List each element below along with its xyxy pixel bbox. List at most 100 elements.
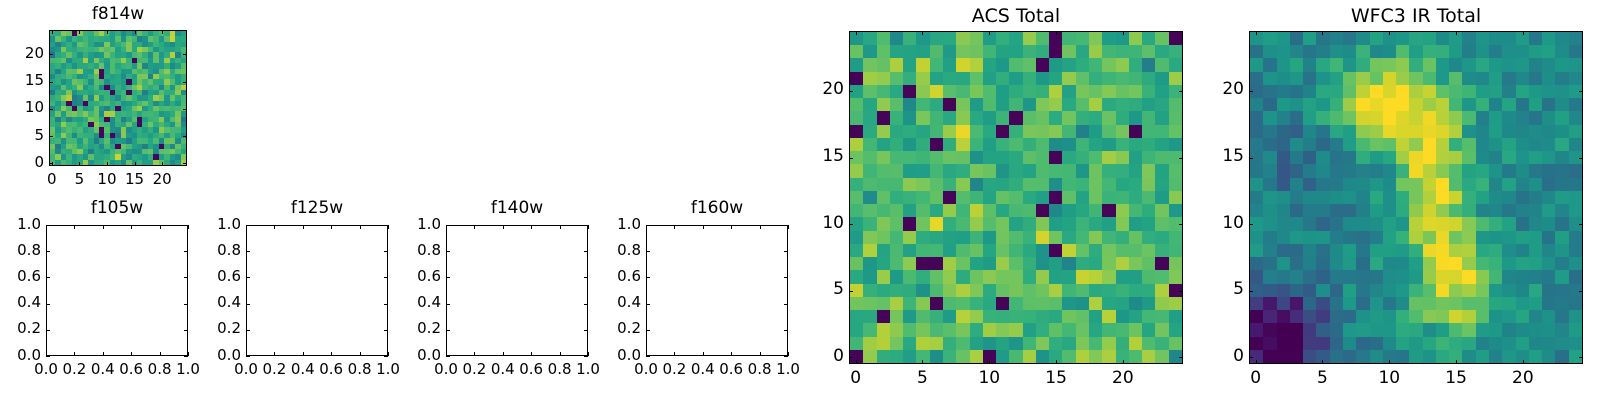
heatmap-cell xyxy=(1075,204,1090,218)
heatmap-cell xyxy=(1289,349,1304,363)
heatmap-cell xyxy=(1568,310,1582,324)
y-tick-mark-right xyxy=(1179,158,1183,159)
heatmap-cell xyxy=(1049,32,1063,46)
heatmap-cell xyxy=(903,336,917,350)
heatmap-cell xyxy=(98,106,105,112)
heatmap-cell xyxy=(1409,45,1423,59)
heatmap-cell xyxy=(850,124,864,138)
heatmap-cell xyxy=(1115,124,1129,138)
heatmap-cell xyxy=(1356,164,1370,178)
heatmap-cell xyxy=(1422,296,1436,311)
heatmap-cell xyxy=(850,98,864,112)
heatmap-cell xyxy=(142,79,148,85)
heatmap-cell xyxy=(969,98,983,112)
heatmap-cell xyxy=(1369,310,1383,324)
heatmap-cell xyxy=(1342,32,1357,46)
heatmap-cell xyxy=(1089,137,1103,152)
heatmap-cell xyxy=(104,111,110,117)
heatmap-cell xyxy=(55,57,61,64)
heatmap-cell xyxy=(1342,164,1357,178)
heatmap-cell xyxy=(137,52,143,58)
heatmap-cell xyxy=(98,143,105,149)
heatmap-cell xyxy=(903,137,917,152)
heatmap-cell xyxy=(1089,190,1103,205)
heatmap-cell xyxy=(903,270,917,284)
heatmap-cell xyxy=(1316,296,1330,311)
heatmap-cell xyxy=(1035,151,1050,165)
heatmap-cell xyxy=(60,127,67,133)
heatmap-cell xyxy=(1356,32,1370,46)
heatmap-cell xyxy=(1342,217,1357,231)
heatmap-cell xyxy=(1329,32,1343,46)
heatmap-cell xyxy=(1475,177,1490,191)
heatmap-cell xyxy=(175,52,181,58)
heatmap-cell xyxy=(137,106,143,112)
heatmap-cell xyxy=(1356,98,1370,112)
heatmap-cell xyxy=(1276,283,1290,297)
heatmap-cell xyxy=(131,159,138,165)
heatmap-cell xyxy=(1155,71,1169,85)
heatmap-cell xyxy=(1168,177,1182,191)
y-tick-mark xyxy=(49,54,53,55)
heatmap-cell xyxy=(1089,217,1103,231)
heatmap-cell xyxy=(969,310,983,324)
heatmap-cell xyxy=(158,143,165,149)
heatmap-cell xyxy=(180,106,186,112)
heatmap-cell xyxy=(1009,283,1023,297)
heatmap-cell xyxy=(120,57,127,64)
heatmap-cell xyxy=(1502,177,1516,191)
heatmap-cell xyxy=(104,79,110,85)
heatmap-cell xyxy=(1502,164,1516,178)
heatmap-cell xyxy=(1462,283,1476,297)
heatmap-cell xyxy=(1115,151,1129,165)
heatmap-cell xyxy=(1435,124,1450,138)
heatmap-cell xyxy=(1142,190,1156,205)
heatmap-cell xyxy=(1382,98,1397,112)
heatmap-cell xyxy=(1409,230,1423,244)
heatmap-cell xyxy=(889,296,904,311)
heatmap-cell xyxy=(55,89,61,96)
heatmap-cell xyxy=(1009,204,1023,218)
heatmap-cell xyxy=(1155,323,1169,337)
heatmap-cell xyxy=(77,57,83,64)
heatmap-cell xyxy=(956,164,970,178)
heatmap-cell xyxy=(1515,71,1529,85)
heatmap-cell xyxy=(50,36,56,42)
heatmap-cell xyxy=(1168,283,1182,297)
heatmap-cell xyxy=(1115,84,1129,99)
heatmap-cell xyxy=(82,127,89,133)
heatmap-cell xyxy=(1396,151,1410,165)
heatmap-cell xyxy=(1062,323,1076,337)
heatmap-cell xyxy=(1062,164,1076,178)
y-tick-mark xyxy=(1249,291,1253,292)
heatmap-cell xyxy=(109,47,116,53)
heatmap-cell xyxy=(88,138,94,144)
heatmap-cell xyxy=(1075,296,1090,311)
heatmap-cell xyxy=(1115,98,1129,112)
x-tick-mark-top xyxy=(103,225,104,229)
heatmap-cell xyxy=(158,41,165,48)
heatmap-cell xyxy=(1168,336,1182,350)
heatmap-cell xyxy=(1022,137,1036,152)
heatmap-cell xyxy=(1022,58,1036,72)
heatmap-cell xyxy=(82,116,89,123)
heatmap-cell xyxy=(969,217,983,231)
heatmap-cell xyxy=(996,310,1010,324)
y-tick-mark xyxy=(1249,91,1253,92)
heatmap-cell xyxy=(1303,217,1317,231)
axes-f105w xyxy=(46,225,188,356)
heatmap-cell xyxy=(876,58,890,72)
heatmap-cell xyxy=(889,32,904,46)
heatmap-cell xyxy=(115,41,121,48)
heatmap-cell xyxy=(1168,217,1182,231)
heatmap-cell xyxy=(1155,230,1169,244)
heatmap-cell xyxy=(98,41,105,48)
y-tick-label: 0 xyxy=(833,345,844,366)
heatmap-cell xyxy=(1462,190,1476,205)
heatmap-cell xyxy=(142,31,148,37)
heatmap-cell xyxy=(169,111,176,117)
heatmap-cell xyxy=(1475,336,1490,350)
x-tick-mark-top xyxy=(646,225,647,229)
heatmap-cell xyxy=(147,95,154,101)
heatmap-cell xyxy=(1542,124,1556,138)
